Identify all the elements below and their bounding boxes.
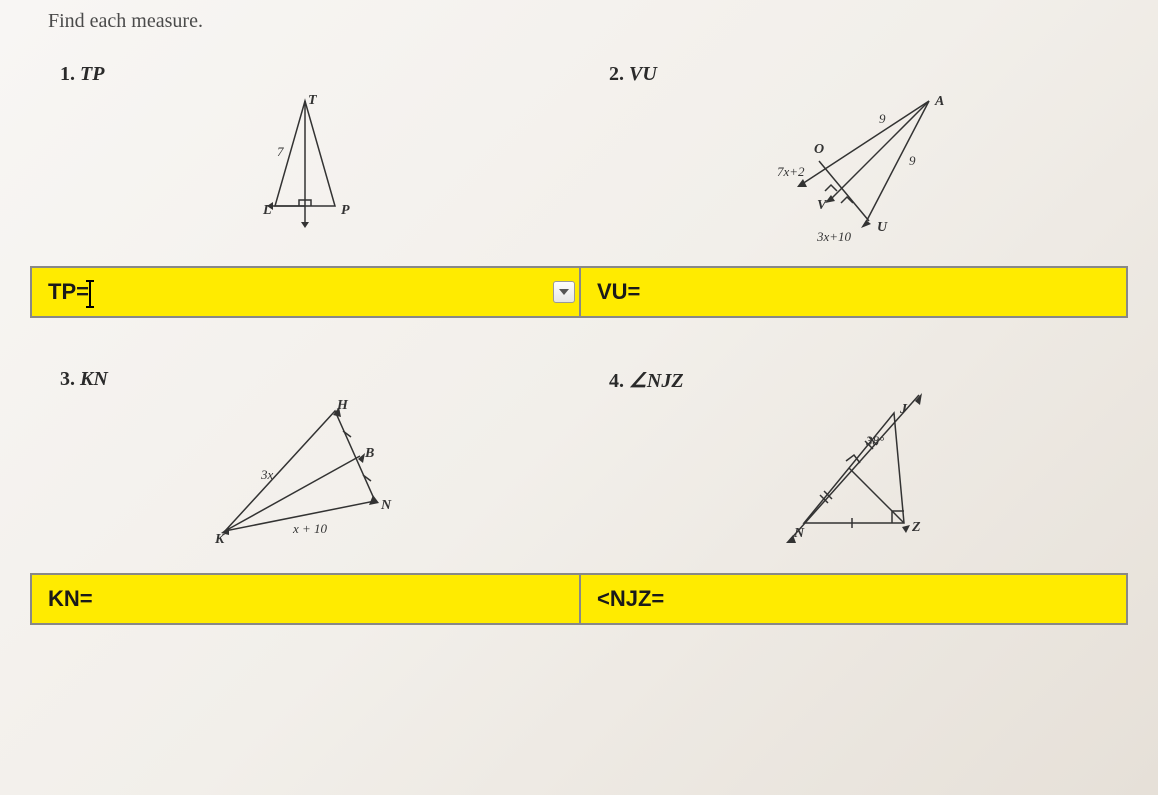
diagram-2-svg: A O V U 9 9 7x+2 3x+10 [759,91,959,251]
vertex-B: B [364,446,374,461]
problem-2-var: VU [629,63,657,85]
vertex-K: K [214,532,226,547]
side-label-7: 7 [277,144,284,159]
answer-row-2: KN= <NJZ= [30,573,1128,625]
vertex-A: A [934,94,944,109]
diagram-1: T L P 7 [60,86,559,256]
diagram-4-svg: J N Z 38° [774,403,944,553]
page-title: Find each measure. [48,10,1128,33]
answer-vu-label: VU= [597,279,640,305]
vertex-U: U [877,220,888,235]
problem-3: 3. KN K H N B [30,358,579,573]
text-cursor-icon [89,282,91,306]
vertex-P: P [341,203,350,218]
answer-tp-label: TP= [48,279,89,305]
answer-kn-label: KN= [48,586,93,612]
problem-1-label: 1. TP [60,63,559,86]
answer-cell-vu[interactable]: VU= [579,266,1128,318]
vertex-H: H [336,398,349,413]
diagram-3-svg: K H N B 3x x + 10 [215,401,405,551]
side-9b: 9 [909,153,916,168]
side-9a: 9 [879,111,886,126]
expr-7x2: 7x+2 [777,164,805,179]
problem-2: 2. VU A O V [579,53,1128,266]
diagram-2: A O V U 9 9 7x+2 3x+10 [609,86,1108,256]
diagram-1-svg: T L P 7 [245,96,375,246]
answer-row-1: TP= VU= [30,266,1128,318]
problem-4-var: ∠NJZ [629,370,684,392]
vertex-V: V [817,198,828,213]
dropdown-button[interactable] [553,281,575,303]
problem-3-label: 3. KN [60,368,559,391]
diagram-3: K H N B 3x x + 10 [60,391,559,561]
problem-3-var: KN [80,368,108,390]
problem-1-num: 1. [60,63,75,85]
problem-1: 1. TP T L P 7 [30,53,579,266]
problem-2-label: 2. VU [609,63,1108,86]
vertex-L: L [262,203,272,218]
expr-3x10: 3x+10 [816,229,852,244]
worksheet-grid: 1. TP T L P 7 2. VU [30,53,1128,625]
vertex-T: T [308,93,318,108]
problem-4-label: 4. ∠NJZ [609,368,1108,393]
angle-38: 38° [865,433,884,448]
vertex-Z: Z [911,520,921,535]
vertex-O: O [814,142,824,157]
diagram-4: J N Z 38° [609,393,1108,563]
answer-cell-kn[interactable]: KN= [30,573,579,625]
problem-4: 4. ∠NJZ [579,358,1128,573]
spacer [30,318,1128,358]
answer-njz-label: <NJZ= [597,586,664,612]
vertex-N: N [380,498,392,513]
problem-2-num: 2. [609,63,624,85]
answer-cell-njz[interactable]: <NJZ= [579,573,1128,625]
problem-3-num: 3. [60,368,75,390]
vertex-N4: N [793,526,805,541]
vertex-J: J [899,402,908,417]
problem-1-var: TP [80,63,104,85]
expr-x10: x + 10 [292,521,328,536]
answer-cell-tp[interactable]: TP= [30,266,579,318]
problem-4-num: 4. [609,370,624,392]
expr-3x: 3x [260,467,274,482]
